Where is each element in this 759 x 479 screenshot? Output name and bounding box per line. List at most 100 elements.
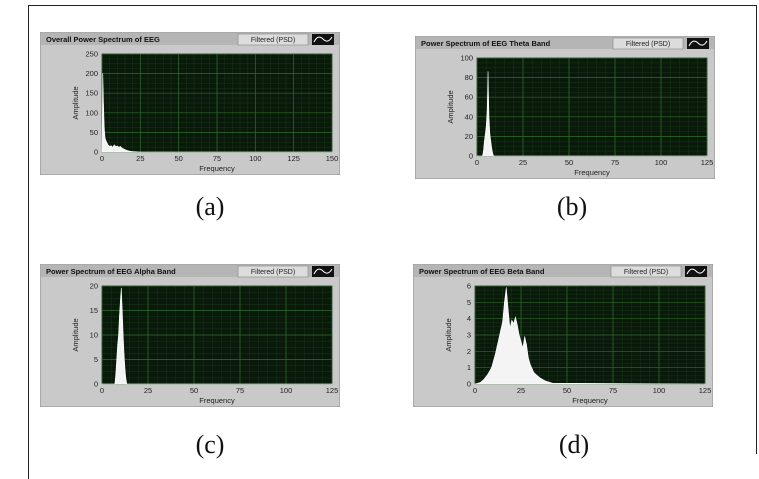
data-point: [518, 334, 520, 336]
data-point: [122, 334, 124, 336]
data-point: [491, 367, 492, 369]
data-point: [502, 321, 503, 323]
y-tick-label: 100: [85, 108, 98, 117]
data-point: [119, 315, 120, 316]
data-point: [123, 148, 124, 150]
legend-label: Filtered (PSD): [624, 269, 668, 276]
caption-b: (b): [556, 192, 588, 221]
legend-box: [612, 37, 684, 50]
data-point: [107, 144, 109, 146]
y-tick-label: 200: [85, 69, 98, 78]
data-point: [110, 145, 112, 147]
chart-panel-b: Power Spectrum of EEG Theta Band Filtered…: [415, 36, 715, 179]
x-tick-label: 50: [565, 158, 573, 167]
data-point: [704, 383, 706, 385]
data-point: [104, 137, 106, 139]
data-point: [132, 151, 134, 153]
x-tick-label: 100: [280, 386, 293, 395]
y-tick-label: 6: [467, 282, 471, 291]
data-point: [706, 155, 708, 157]
data-point: [513, 323, 515, 324]
data-point: [120, 146, 121, 147]
chart-title: Power Spectrum of EEG Alpha Band: [46, 267, 176, 276]
x-tick-label: 0: [100, 386, 104, 395]
data-point: [490, 140, 492, 142]
x-tick-label: 0: [473, 386, 477, 395]
data-point: [533, 372, 535, 373]
data-point: [115, 373, 117, 375]
x-axis-label: Frequency: [572, 396, 608, 405]
y-tick-label: 2: [467, 347, 471, 356]
caption-a: (a): [195, 192, 225, 221]
data-point: [500, 329, 502, 331]
caption-d: (d): [558, 430, 590, 459]
chart-svg: Power Spectrum of EEG Alpha Band Filtered…: [40, 264, 340, 407]
data-point: [480, 381, 481, 383]
data-point: [544, 380, 546, 382]
data-point: [101, 149, 103, 151]
series-area-0: [101, 73, 332, 153]
data-point: [493, 360, 494, 362]
data-point: [118, 334, 119, 336]
data-point: [489, 134, 491, 135]
data-point: [331, 151, 333, 153]
data-point: [539, 377, 540, 378]
data-point: [520, 341, 522, 342]
data-point: [114, 383, 116, 385]
x-tick-label: 0: [100, 154, 104, 163]
chart-title: Power Spectrum of EEG Theta Band: [421, 39, 551, 48]
data-point: [488, 116, 490, 118]
data-point: [522, 347, 524, 349]
caption-c: (c): [195, 430, 225, 459]
y-tick-label: 60: [465, 93, 473, 102]
chart-title: Overall Power Spectrum of EEG: [46, 35, 160, 44]
data-point: [496, 346, 498, 347]
x-tick-label: 125: [287, 154, 300, 163]
x-tick-label: 100: [249, 154, 262, 163]
data-point: [485, 126, 487, 127]
data-point: [121, 147, 123, 149]
data-point: [492, 152, 494, 154]
x-tick-label: 50: [174, 154, 182, 163]
data-point: [120, 300, 121, 302]
data-point: [115, 146, 117, 147]
data-point: [498, 337, 500, 339]
legend-wave-icon: [686, 268, 706, 275]
data-point: [526, 344, 527, 346]
data-point: [116, 359, 118, 360]
data-point: [529, 364, 531, 365]
data-point: [103, 104, 104, 106]
data-point: [516, 324, 518, 326]
data-point: [507, 308, 509, 310]
frame-border: [28, 5, 757, 454]
data-point: [331, 383, 333, 385]
y-tick-label: 150: [85, 89, 98, 98]
data-point: [487, 373, 489, 375]
legend-wave-icon: [688, 40, 708, 47]
y-tick-label: 40: [465, 112, 473, 121]
chart-panel-d: Power Spectrum of EEG Beta Band Filtered …: [413, 264, 713, 407]
y-tick-label: 1: [467, 363, 471, 372]
legend-label: Filtered (PSD): [251, 37, 295, 44]
x-tick-label: 75: [236, 386, 244, 395]
data-point: [120, 288, 122, 289]
y-tick-label: 0: [467, 380, 471, 389]
data-point: [126, 383, 128, 385]
data-point: [127, 150, 129, 152]
x-axis-label: Frequency: [574, 168, 610, 177]
legend-box: [610, 265, 682, 278]
data-point: [123, 354, 125, 355]
data-point: [103, 128, 105, 129]
data-point: [524, 336, 526, 338]
data-point: [509, 328, 511, 329]
x-tick-label: 75: [609, 386, 617, 395]
x-tick-label: 125: [701, 158, 714, 167]
data-point: [482, 155, 483, 157]
data-point: [116, 145, 118, 147]
legend-wave-icon: [313, 268, 333, 275]
y-tick-label: 20: [90, 282, 98, 291]
x-tick-label: 25: [136, 154, 144, 163]
data-point: [101, 383, 103, 385]
legend-wave-icon: [313, 36, 333, 43]
